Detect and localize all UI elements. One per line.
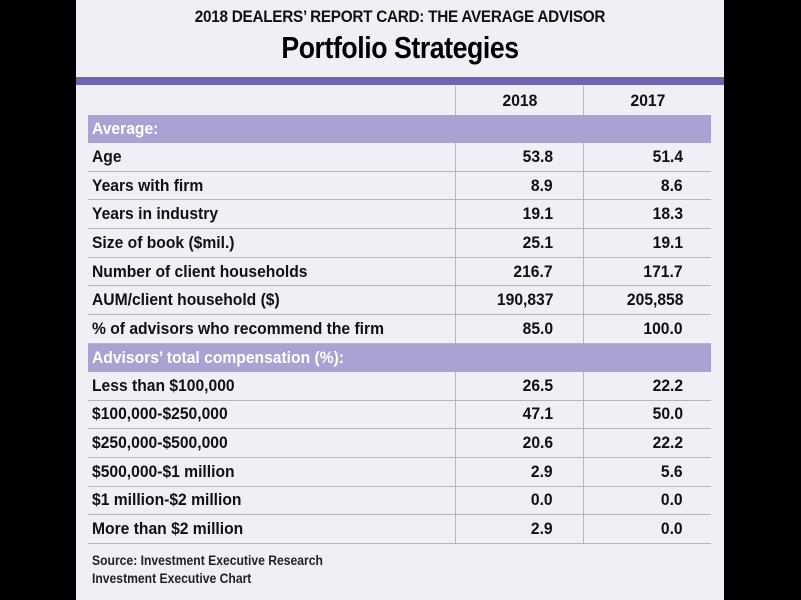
row-label: $1 million-$2 million	[92, 490, 242, 510]
title-divider-rule	[76, 77, 724, 85]
row-label: Years with firm	[92, 175, 204, 195]
row-label: Age	[92, 146, 122, 166]
value-2017: 171.7	[583, 257, 711, 286]
row-label: Years in industry	[92, 204, 219, 224]
chart-supertitle: 2018 DEALERS’ REPORT CARD: THE AVERAGE A…	[194, 7, 606, 26]
value-2017: 0.0	[583, 486, 711, 515]
credit-note: Investment Executive Chart	[92, 571, 252, 586]
value-2018: 216.7	[455, 257, 583, 286]
value-2018: 25.1	[455, 229, 583, 257]
value-2017: 18.3	[583, 200, 711, 229]
value-2017: 100.0	[583, 315, 711, 343]
value-2018: 20.6	[455, 429, 583, 457]
column-header-2017: 2017	[583, 86, 711, 115]
table-row: Number of client households 216.7 171.7	[88, 257, 711, 287]
section-heading-row: Average:	[88, 115, 711, 143]
row-label: More than $2 million	[92, 519, 244, 539]
value-2018: 190,837	[455, 286, 583, 315]
table-row: $100,000-$250,000 47.1 50.0	[88, 400, 711, 430]
value-2018: 53.8	[455, 143, 583, 171]
section-heading: Average:	[92, 119, 159, 138]
table-row: AUM/client household ($) 190,837 205,858	[88, 286, 711, 316]
section-heading: Advisors’ total compensation (%):	[92, 347, 345, 367]
chart-title: Portfolio Strategies	[281, 30, 519, 65]
table-row: % of advisors who recommend the firm 85.0…	[88, 315, 711, 344]
chart-footer: Source: Investment Executive Research In…	[92, 552, 349, 588]
row-label: $100,000-$250,000	[92, 404, 228, 424]
report-card-panel: 2018 DEALERS’ REPORT CARD: THE AVERAGE A…	[76, 0, 724, 600]
value-2018: 8.9	[455, 171, 583, 200]
value-2018: 19.1	[455, 200, 583, 229]
value-2018: 2.9	[455, 457, 583, 486]
value-2017: 205,858	[583, 286, 711, 315]
value-2018: 85.0	[455, 315, 583, 343]
table-row: Years in industry 19.1 18.3	[88, 200, 711, 230]
section-heading-row: Advisors’ total compensation (%):	[88, 343, 711, 372]
column-header-label	[92, 86, 452, 115]
row-label: $250,000-$500,000	[92, 433, 228, 453]
value-2017: 8.6	[583, 171, 711, 200]
value-2017: 22.2	[583, 371, 711, 400]
table-row: Years with firm 8.9 8.6	[88, 171, 711, 201]
table-row: Age 53.8 51.4	[88, 143, 711, 172]
row-label: Number of client households	[92, 261, 308, 281]
table-row: $250,000-$500,000 20.6 22.2	[88, 429, 711, 458]
value-2017: 5.6	[583, 457, 711, 486]
table-row: Size of book ($mil.) 25.1 19.1	[88, 229, 711, 258]
value-2017: 19.1	[583, 229, 711, 257]
value-2018: 2.9	[455, 515, 583, 543]
row-label: Less than $100,000	[92, 375, 235, 395]
value-2018: 47.1	[455, 400, 583, 429]
table-row: $1 million-$2 million 0.0 0.0	[88, 486, 711, 516]
value-2018: 26.5	[455, 371, 583, 400]
value-2017: 50.0	[583, 400, 711, 429]
source-note: Source: Investment Executive Research	[92, 553, 323, 568]
value-2017: 22.2	[583, 429, 711, 457]
row-label: Size of book ($mil.)	[92, 232, 235, 252]
table-row: Less than $100,000 26.5 22.2	[88, 371, 711, 401]
row-label: AUM/client household ($)	[92, 290, 280, 310]
value-2017: 51.4	[583, 143, 711, 171]
value-2018: 0.0	[455, 486, 583, 515]
row-label: $500,000-$1 million	[92, 461, 235, 481]
table-row: $500,000-$1 million 2.9 5.6	[88, 457, 711, 487]
value-2017: 0.0	[583, 515, 711, 543]
row-label: % of advisors who recommend the firm	[92, 318, 385, 338]
column-header-row: 2018 2017	[88, 86, 711, 115]
table-row: More than $2 million 2.9 0.0	[88, 515, 711, 544]
column-header-2018: 2018	[455, 86, 583, 115]
data-table: 2018 2017 Average: Age 53.8 51.4 Years with …	[88, 86, 711, 544]
